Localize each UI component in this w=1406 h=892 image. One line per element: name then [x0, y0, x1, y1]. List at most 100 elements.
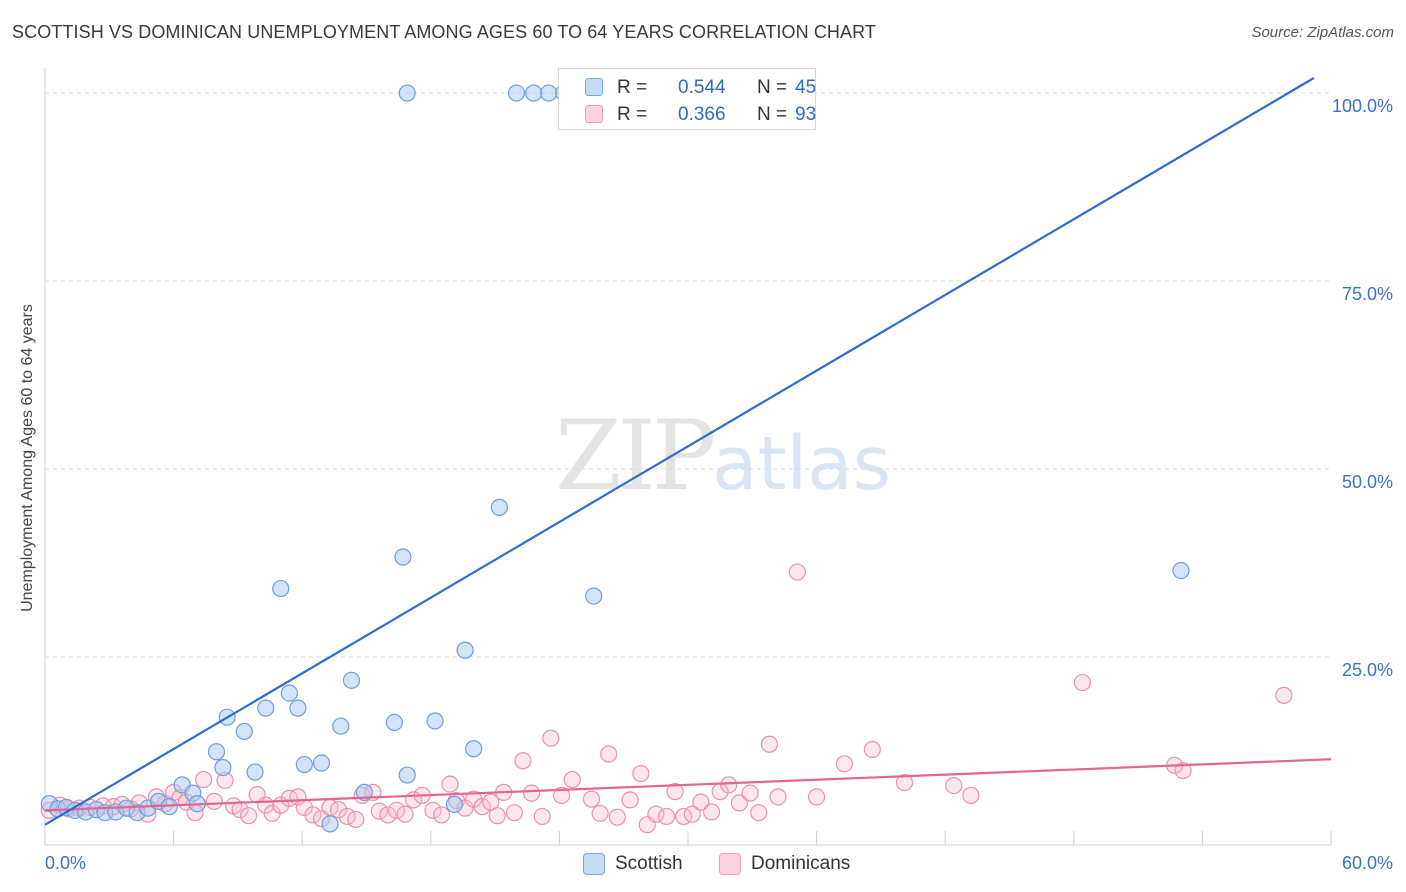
- dominican-point: [563, 770, 581, 789]
- scottish-point: [1172, 561, 1190, 580]
- scottish-point: [490, 498, 508, 516]
- legend-row-scottish: R = 0.544 N = 45: [585, 73, 817, 99]
- scottish-point: [289, 699, 307, 717]
- dominican-point: [962, 786, 980, 804]
- y-tick-label: 100.0%: [1332, 96, 1393, 116]
- y-tick-label: 75.0%: [1342, 284, 1393, 304]
- legend-r-value-dominican: 0.366: [678, 104, 726, 125]
- dominican-point: [769, 788, 787, 806]
- dominican-point: [533, 807, 551, 826]
- dominican-point: [379, 806, 397, 824]
- x-tick-label: 0.0%: [45, 853, 86, 873]
- scottish-point: [342, 671, 361, 689]
- scottish-point: [246, 763, 264, 781]
- dominican-point: [750, 804, 768, 822]
- legend-r-label: R =: [617, 104, 648, 125]
- legend-n-value-scottish: 45: [795, 77, 817, 98]
- scottish-point: [355, 783, 373, 801]
- dominican-point: [600, 745, 618, 763]
- y-tick-label: 50.0%: [1342, 472, 1393, 492]
- legend-r-value-scottish: 0.544: [678, 77, 726, 98]
- legend-n-label: N =: [757, 77, 788, 98]
- scottish-point: [540, 84, 558, 102]
- dominican-point: [608, 808, 626, 826]
- chart-title: SCOTTISH VS DOMINICAN UNEMPLOYMENT AMONG…: [12, 22, 876, 42]
- scottish-point: [445, 795, 463, 813]
- scottish-point: [456, 641, 474, 659]
- dominican-point: [240, 807, 258, 825]
- dominican-point: [441, 775, 459, 793]
- scottish-point: [321, 815, 339, 833]
- scottish-point: [465, 740, 483, 758]
- scottish-point: [214, 758, 232, 777]
- legend-swatch-scottish: [585, 78, 603, 96]
- dominican-point: [1073, 673, 1091, 692]
- dominican-point: [424, 801, 442, 820]
- bottom-legend-swatch-scottish: [583, 853, 605, 875]
- dominican-point: [760, 735, 779, 753]
- dominican-point: [552, 786, 571, 804]
- dominican-point: [863, 740, 881, 759]
- watermark: ZIPatlas: [555, 400, 891, 512]
- source-credit: Source: ZipAtlas.com: [1251, 24, 1394, 41]
- dominican-point: [396, 805, 414, 823]
- dominican-point: [205, 792, 223, 810]
- watermark-zip: ZIP: [555, 400, 716, 512]
- scottish-point: [525, 84, 543, 102]
- scottish-point: [585, 587, 603, 605]
- dominican-point: [632, 764, 650, 783]
- legend-r-label: R =: [617, 77, 648, 98]
- watermark-atlas: atlas: [712, 421, 892, 507]
- scottish-point: [295, 755, 313, 774]
- dominican-point: [1275, 686, 1293, 704]
- scottish-point: [398, 766, 416, 784]
- x-tick-label: 60.0%: [1342, 853, 1393, 873]
- scottish-point: [272, 579, 290, 598]
- scottish-point: [507, 84, 526, 102]
- dominican-point: [591, 804, 609, 823]
- dominican-point: [835, 755, 854, 773]
- dominican-point: [514, 752, 532, 770]
- correlation-legend: R = 0.544 N = 45 R = 0.366 N = 93: [558, 68, 816, 130]
- dominican-point: [387, 801, 406, 820]
- scottish-point: [385, 713, 403, 732]
- dominican-point: [683, 805, 701, 823]
- dominican-point: [621, 791, 639, 809]
- dominican-point: [788, 563, 806, 581]
- dominican-point: [347, 810, 365, 829]
- dominican-point: [741, 784, 759, 802]
- scottish-point: [235, 722, 253, 741]
- scottish-point: [280, 684, 298, 702]
- dominican-point: [522, 784, 541, 802]
- scottish-trend-line: [44, 77, 1315, 826]
- scottish-point: [257, 699, 275, 717]
- dominican-point: [666, 783, 684, 801]
- dominican-trend-line: [44, 758, 1332, 812]
- bottom-legend-label-dominican: Dominicans: [751, 853, 851, 874]
- scottish-point: [398, 84, 416, 102]
- scottish-point: [312, 754, 331, 772]
- legend-n-label: N =: [757, 104, 788, 125]
- bottom-legend-swatch-dominican: [719, 853, 741, 875]
- dominican-point: [432, 806, 451, 824]
- bottom-legend-label-scottish: Scottish: [615, 853, 683, 874]
- dominican-point: [473, 798, 491, 816]
- dominican-point: [692, 793, 710, 811]
- dominican-point: [280, 789, 298, 807]
- dominican-point: [895, 773, 914, 792]
- dominican-point: [647, 805, 665, 823]
- dominican-point: [702, 803, 721, 821]
- dominican-point: [945, 776, 963, 795]
- scottish-point: [426, 712, 444, 730]
- dominican-point: [720, 776, 738, 794]
- dominican-point: [304, 806, 322, 824]
- y-tick-label: 25.0%: [1342, 660, 1393, 680]
- dominican-point: [807, 788, 826, 806]
- scottish-point: [207, 743, 226, 761]
- dominican-point: [330, 801, 348, 819]
- dominican-point: [542, 729, 560, 747]
- dominican-point: [505, 804, 523, 822]
- dominican-point: [195, 770, 213, 789]
- legend-swatch-dominican: [585, 105, 603, 123]
